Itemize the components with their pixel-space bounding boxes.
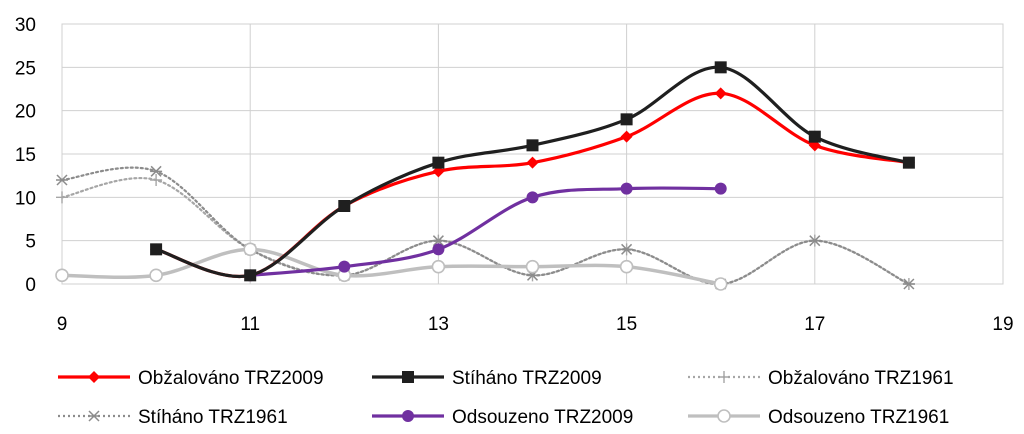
- series-2: [150, 61, 915, 282]
- legend-label: Odsouzeno TRZ1961: [768, 407, 949, 428]
- series-group: [55, 61, 915, 291]
- data-point: [150, 243, 163, 256]
- legend-marker: [402, 410, 414, 422]
- data-point: [526, 156, 539, 169]
- data-point: [525, 259, 540, 274]
- legend-label: Obžalováno TRZ1961: [768, 368, 954, 389]
- data-point: [55, 268, 69, 283]
- legend-marker: [88, 371, 100, 383]
- data-point: [808, 235, 821, 247]
- legend-marker: [88, 410, 100, 422]
- data-point: [338, 200, 351, 212]
- grid: [61, 23, 1004, 285]
- data-point: [431, 259, 446, 274]
- series-line: [248, 186, 723, 277]
- series-line: [60, 247, 723, 286]
- x-tick-label: 9: [57, 314, 68, 335]
- data-point: [150, 174, 163, 186]
- data-point: [432, 243, 445, 256]
- data-point: [526, 191, 539, 204]
- legend-item: Odsouzeno TRZ2009: [372, 407, 633, 428]
- x-tick-label: 11: [240, 314, 260, 335]
- y-tick-label: 10: [15, 188, 36, 209]
- x-tick-label: 17: [804, 314, 825, 335]
- y-tick-label: 30: [15, 15, 36, 36]
- y-tick-label: 15: [15, 145, 36, 166]
- data-point: [149, 268, 163, 283]
- data-point: [902, 278, 915, 290]
- series-line: [60, 166, 910, 286]
- data-point: [620, 182, 633, 195]
- data-point: [714, 61, 727, 74]
- legend-item: Odsouzeno TRZ1961: [688, 407, 949, 428]
- data-point: [526, 139, 539, 152]
- data-point: [243, 242, 257, 257]
- series-6: [55, 242, 728, 291]
- legend: Obžalováno TRZ2009 Stíháno TRZ2009 Obžalov…: [58, 368, 954, 428]
- data-point: [338, 260, 351, 273]
- data-point: [714, 87, 727, 100]
- y-tick-label: 5: [25, 232, 36, 253]
- data-point: [620, 113, 633, 126]
- data-point: [56, 191, 68, 204]
- data-point: [56, 174, 68, 186]
- data-point: [620, 130, 633, 143]
- legend-item: Stíháno TRZ2009: [372, 368, 602, 389]
- legend-label: Stíháno TRZ1961: [138, 407, 288, 428]
- plot-border: [61, 23, 1004, 285]
- y-tick-label: 0: [25, 275, 36, 296]
- legend-label: Odsouzeno TRZ2009: [452, 407, 633, 428]
- legend-item: Obžalováno TRZ1961: [688, 368, 954, 389]
- legend-marker: [402, 371, 414, 383]
- data-point: [808, 130, 821, 143]
- axes: 0 5 10 15 20 25 30 9 11 13 15 17 19: [15, 15, 1014, 335]
- series-4: [56, 165, 915, 290]
- data-point: [619, 259, 634, 274]
- x-tick-label: 19: [992, 314, 1013, 335]
- legend-label: Obžalováno TRZ2009: [138, 368, 324, 389]
- x-tick-label: 15: [616, 314, 637, 335]
- legend-marker: [717, 409, 731, 423]
- data-point: [432, 156, 445, 169]
- y-tick-label: 20: [15, 102, 36, 123]
- legend-item: Stíháno TRZ1961: [58, 407, 288, 428]
- data-point: [713, 277, 728, 291]
- x-tick-label: 13: [428, 314, 449, 335]
- legend-label: Stíháno TRZ2009: [452, 368, 602, 389]
- data-point: [902, 156, 915, 169]
- data-point: [620, 243, 633, 255]
- data-point: [244, 269, 257, 282]
- data-point: [150, 165, 163, 177]
- legend-marker: [718, 371, 730, 383]
- y-tick-label: 25: [15, 58, 36, 79]
- data-point: [714, 182, 727, 195]
- data-point: [432, 235, 445, 247]
- series-line: [154, 91, 911, 279]
- legend-item: Obžalováno TRZ2009: [58, 368, 324, 389]
